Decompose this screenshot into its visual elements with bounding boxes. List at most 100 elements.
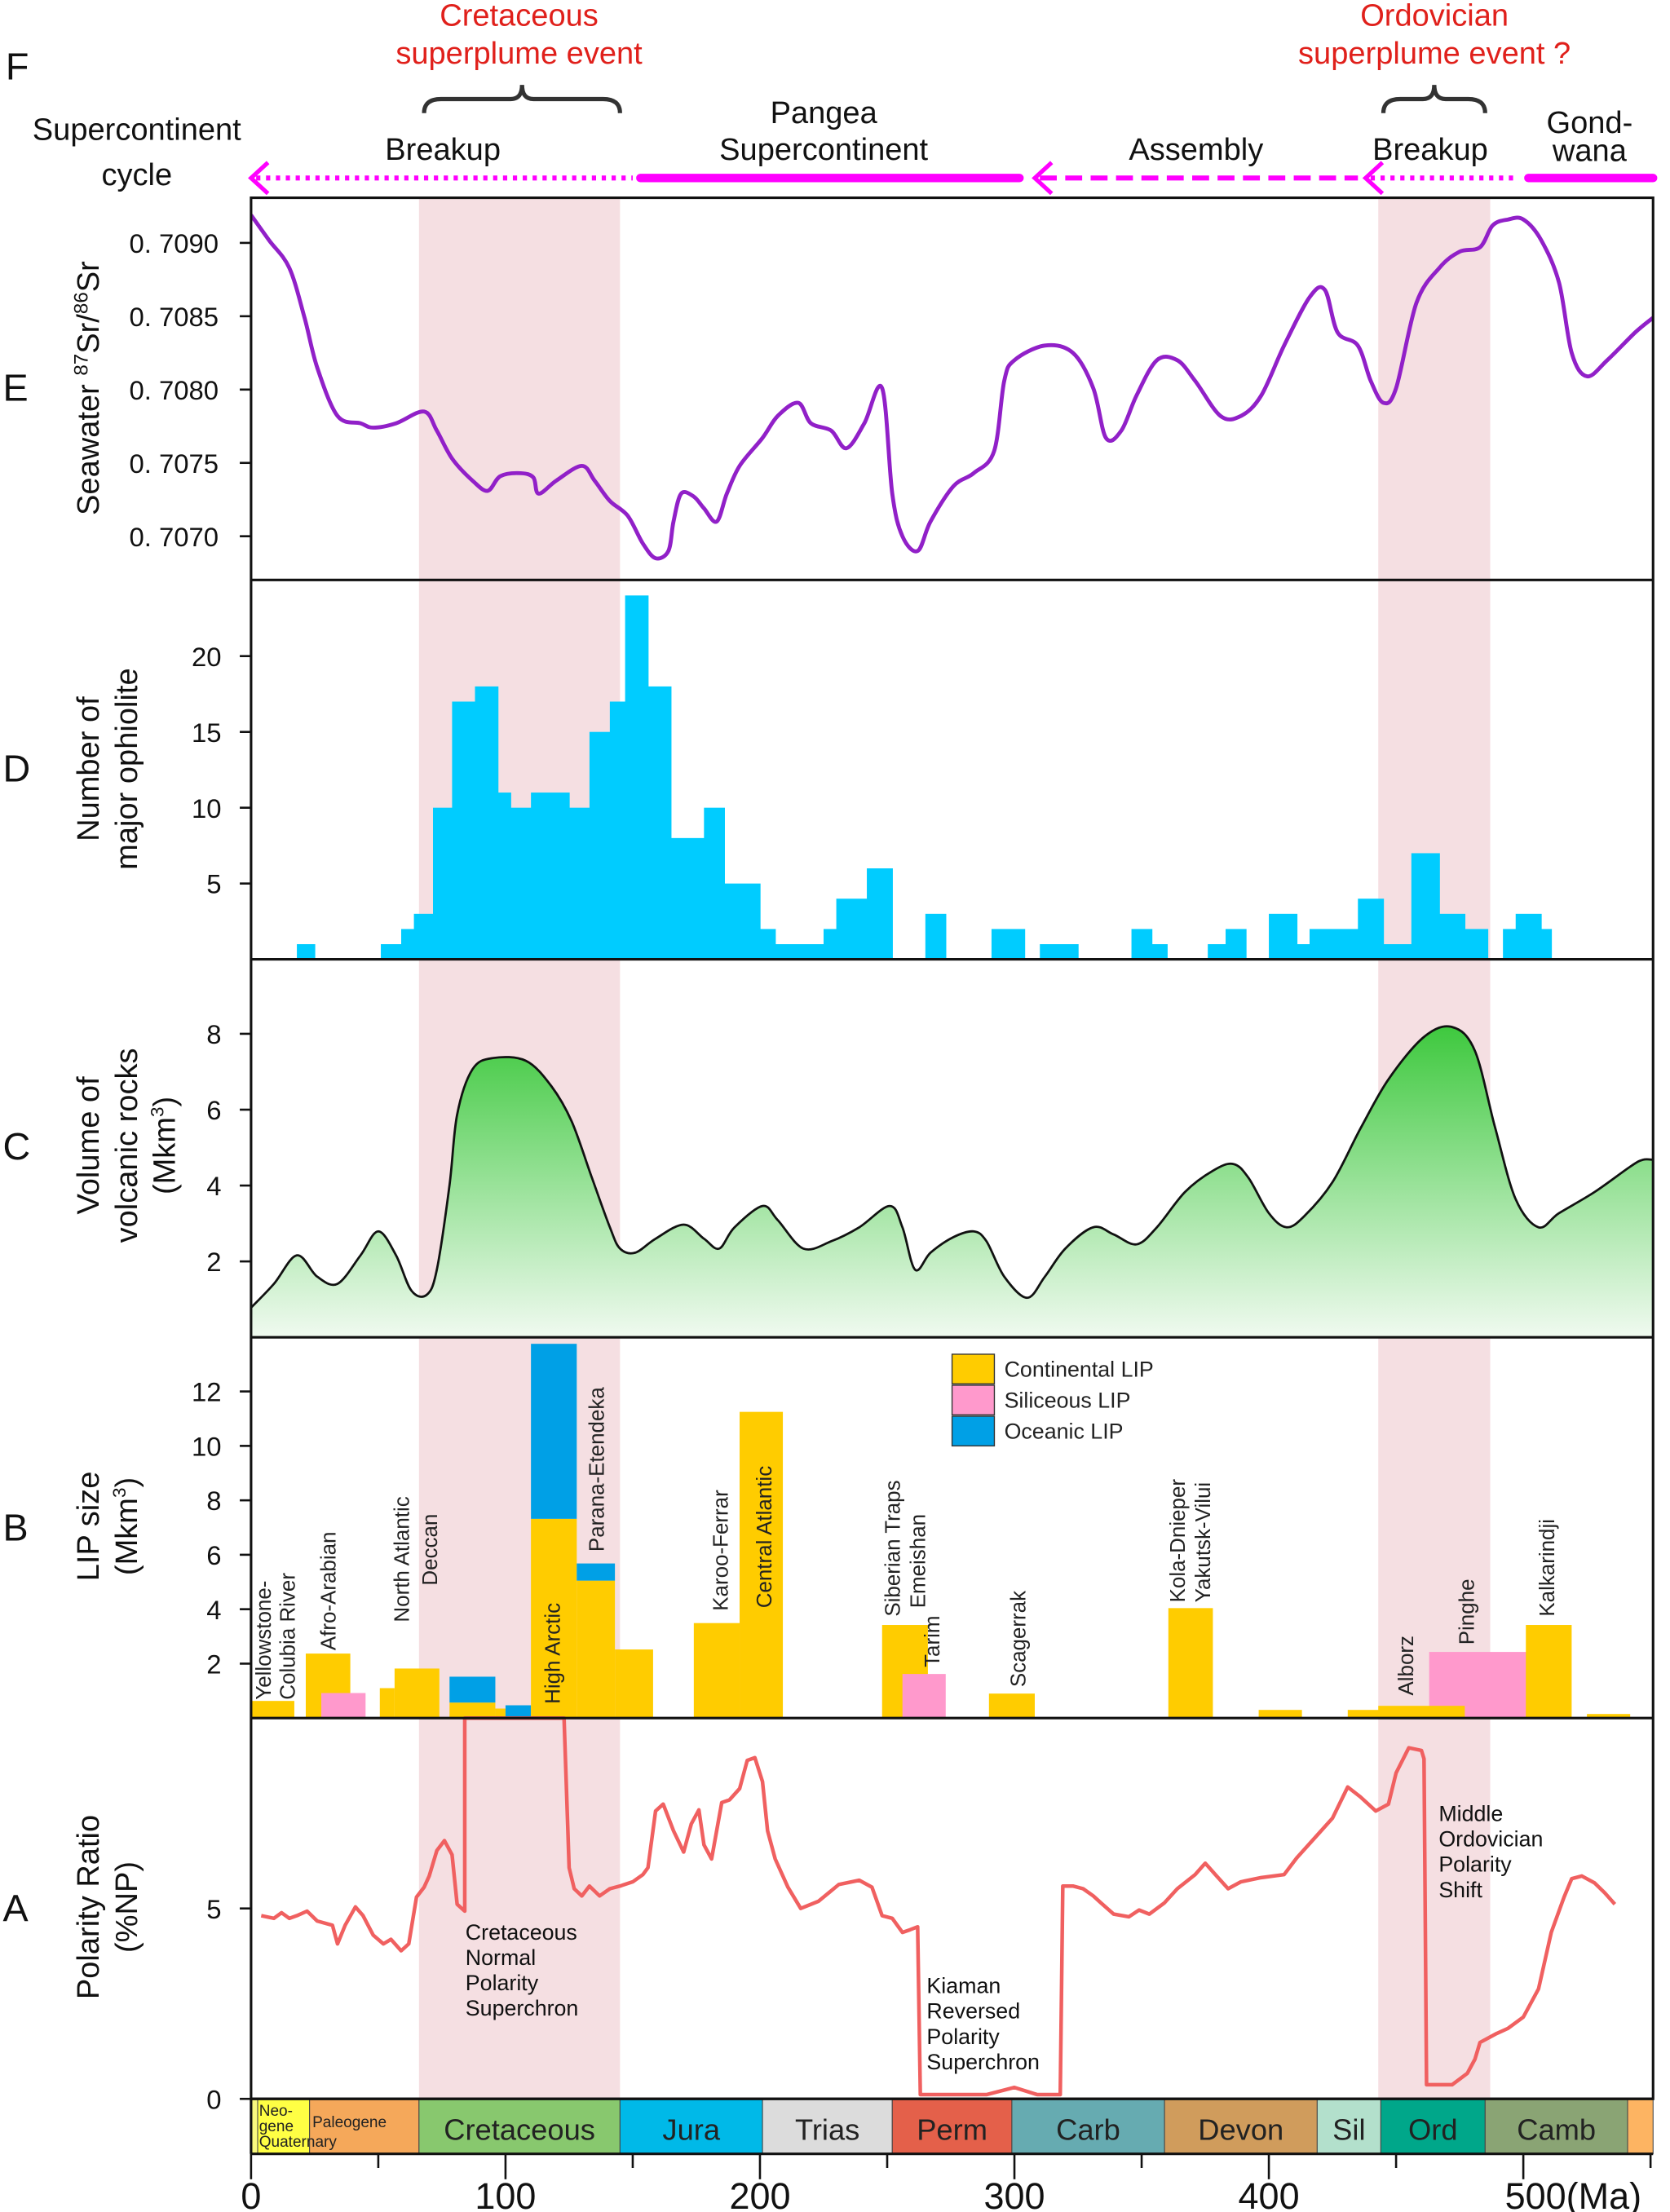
ytick-label-lip: 4 — [206, 1595, 221, 1625]
polarity-annotation: Ordovician — [1438, 1827, 1543, 1852]
ophiolite-bar — [925, 913, 947, 960]
timescale-label-neogene: gene — [259, 2118, 294, 2135]
lip-label: Yakutsk-Vilui — [1192, 1482, 1215, 1603]
frame — [240, 196, 1655, 2179]
ytick-label-sr: 0. 7070 — [129, 522, 219, 552]
ytick-label-lip: 10 — [192, 1431, 222, 1461]
xtick-label: 500(Ma) — [1505, 2175, 1641, 2212]
ophiolite-bar — [1151, 944, 1168, 960]
ylabel-volcanic-2: volcanic rocks — [110, 1048, 144, 1243]
timescale-label: Cretaceous — [444, 2113, 595, 2146]
polarity-annotation: Normal — [466, 1945, 536, 1970]
ytick-label-ophiolite: 20 — [192, 642, 222, 672]
polarity-ratio-line — [260, 1715, 1617, 2097]
legend-swatch — [951, 1384, 996, 1416]
ophiolite-bar — [1439, 913, 1466, 960]
lip-bar-continental — [449, 1702, 496, 1719]
lip-bar-continental — [250, 1701, 294, 1719]
ordovician-event-line1: Ordovician — [1360, 0, 1509, 33]
ytick-label-polarity: 0 — [206, 2084, 221, 2114]
xtick-label: 0 — [241, 2175, 261, 2212]
ophiolite-bar — [433, 807, 453, 960]
panel-letter-c: C — [2, 1125, 30, 1168]
timescale-label: Trias — [795, 2113, 859, 2146]
lip-bar-oceanic — [449, 1676, 496, 1703]
timescale-label-neogene: Neo- — [259, 2103, 293, 2120]
xtick-label: 100 — [475, 2175, 536, 2212]
lip-label: Central Atlantic — [753, 1466, 776, 1608]
legend-swatch — [951, 1415, 996, 1447]
timescale-period — [1627, 2098, 1654, 2155]
ytick-label-volcanic: 4 — [206, 1171, 221, 1201]
ylabel-lip-1: LIP size — [72, 1472, 106, 1582]
ophiolite-bar — [589, 731, 611, 960]
timescale-label: Ord — [1408, 2113, 1458, 2146]
lip-bar-continental — [495, 1708, 506, 1719]
ophiolite-bar — [381, 944, 402, 960]
timescale-period — [1380, 2098, 1486, 2155]
breakup-label-1: Breakup — [385, 133, 501, 167]
lip-bar-oceanic — [577, 1563, 616, 1581]
lip-label: Afro-Arabian — [318, 1532, 341, 1651]
ophiolite-bar — [497, 793, 511, 960]
ytick-label-sr: 0. 7090 — [129, 228, 219, 258]
lip-label: Scagerrak — [1008, 1591, 1031, 1687]
lip-bar-continental — [1526, 1625, 1572, 1719]
ytick-label-sr: 0. 7080 — [129, 375, 219, 405]
ophiolite-bar — [647, 686, 672, 960]
ophiolite-bar — [759, 929, 776, 960]
lip-label: High Arctic — [542, 1603, 565, 1704]
ophiolite-bar — [400, 929, 415, 960]
brace-icon — [1381, 85, 1487, 113]
panel-letter-e: E — [2, 367, 28, 409]
arrowhead-icon — [1362, 161, 1385, 196]
ophiolite-bar — [452, 701, 476, 960]
polarity-annotation: Superchron — [926, 2050, 1040, 2074]
lip-bar-continental — [394, 1668, 440, 1719]
ytick-label-ophiolite: 10 — [192, 793, 222, 823]
ytick-label-volcanic: 8 — [206, 1019, 221, 1049]
ophiolite-bar — [704, 807, 725, 960]
ophiolite-bar — [1515, 913, 1542, 960]
ylabel-ophiolite-2: major ophiolite — [110, 668, 144, 869]
ophiolite-bar — [775, 944, 824, 960]
ophiolite-bar — [297, 944, 316, 960]
ophiolite-bar — [670, 837, 705, 960]
arrowhead-icon — [248, 161, 270, 196]
lip-bar-continental — [379, 1688, 395, 1719]
lip-label: Colubia River — [277, 1573, 300, 1700]
lip-label: North Atlantic — [391, 1496, 414, 1622]
lip-label: Tarim — [921, 1616, 944, 1667]
lip-bar-continental — [740, 1411, 784, 1719]
polarity-annotation: Middle — [1438, 1801, 1503, 1826]
ytick-label-volcanic: 6 — [206, 1095, 221, 1125]
ytick-label-sr: 0. 7085 — [129, 302, 219, 332]
timescale-label: Jura — [662, 2113, 720, 2146]
polarity-annotation: Superchron — [466, 1996, 579, 2020]
ylabel-volcanic-1: Volume of — [72, 1076, 106, 1215]
polarity-annotation: Kiaman — [926, 1974, 1001, 1998]
lip-label: Emeishan — [908, 1514, 930, 1608]
xtick-label: 200 — [729, 2175, 790, 2212]
lip-label: Kola-Dnieper — [1167, 1479, 1190, 1603]
cycle-label-line2: cycle — [101, 158, 172, 192]
ophiolite-bar — [1269, 913, 1298, 960]
lip-bar-continental — [577, 1580, 616, 1719]
ytick-label-lip: 8 — [206, 1486, 221, 1516]
lip-label: Alborz — [1395, 1636, 1418, 1696]
panel-letter-d: D — [2, 748, 30, 790]
ophiolite-bar — [867, 868, 893, 960]
ytick-label-sr: 0. 7075 — [129, 448, 219, 479]
ytick-label-lip: 2 — [206, 1649, 221, 1680]
cretaceous-event-line1: Cretaceous — [440, 0, 599, 33]
timescale-label: Perm — [917, 2113, 987, 2146]
ytick-label-lip: 12 — [192, 1377, 222, 1407]
lip-label: Pinghe — [1456, 1578, 1479, 1645]
cycle-label-line1: Supercontinent — [33, 113, 241, 148]
ordovician-event-line2: superplume event ? — [1298, 37, 1571, 71]
ophiolite-bar — [1465, 929, 1489, 960]
lip-bar-siliceous — [902, 1674, 946, 1719]
xtick-label: 300 — [984, 2175, 1045, 2212]
lip-bar-continental — [615, 1649, 653, 1719]
